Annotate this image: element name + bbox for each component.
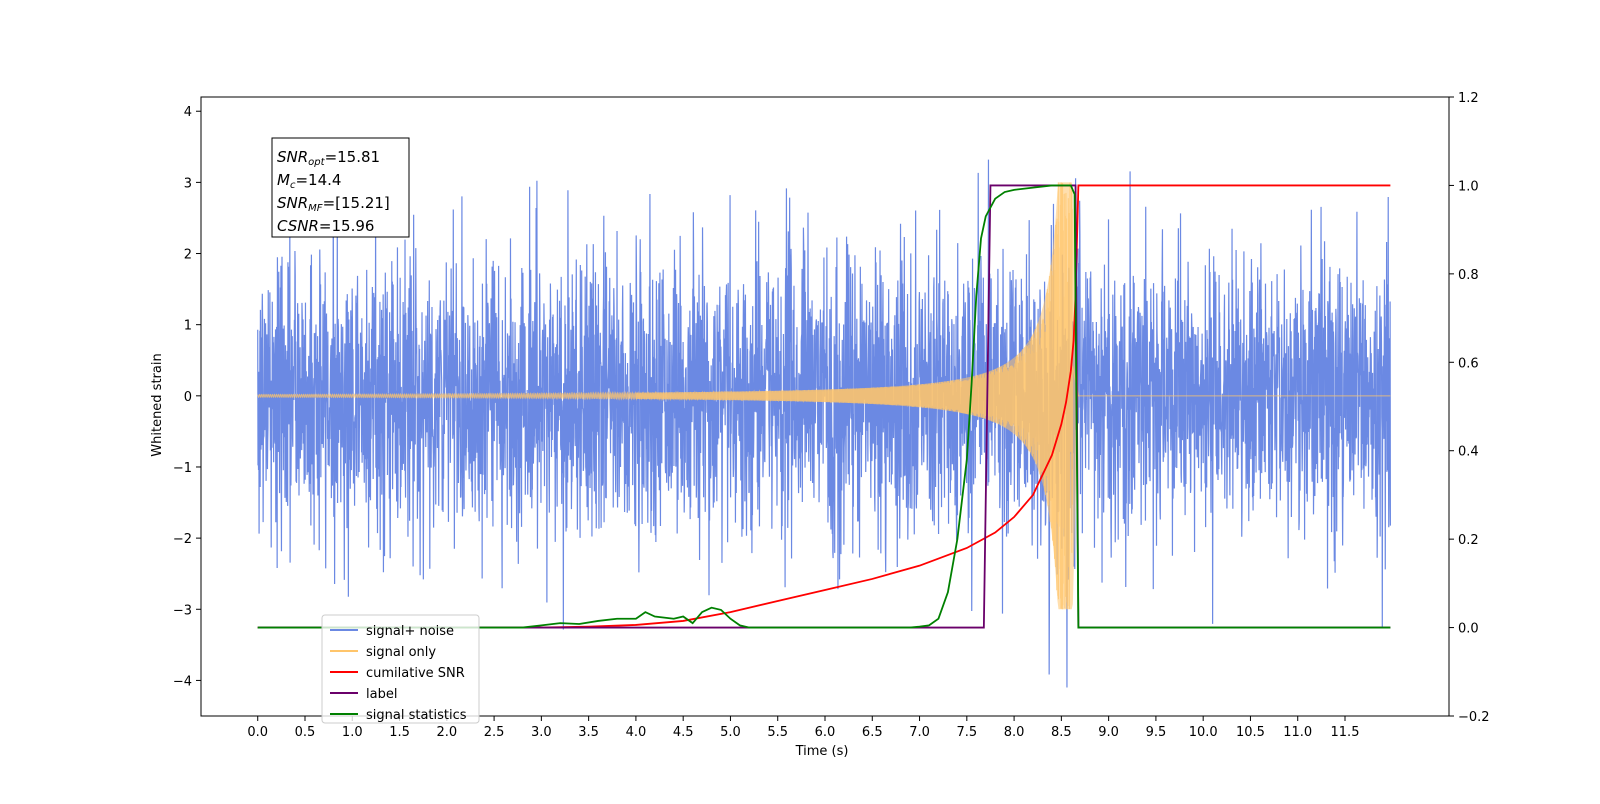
axes: 0.0 0.5 1.0 1.5 2.0 2.5 3.0 3.5 4.0 4.5 5.0 5.5 6.0 6… — [173, 91, 1490, 740]
x-tick-label: 3.0 — [531, 725, 552, 740]
x-tick-label: 6.5 — [862, 725, 883, 740]
legend-entry-label: cumilative SNR — [366, 666, 465, 681]
legend: signal+ noise signal only cumilative SNR la… — [321, 614, 480, 724]
legend-entry-label: signal only — [366, 645, 436, 660]
x-tick-label: 5.5 — [767, 725, 788, 740]
x-tick-label: 9.5 — [1146, 725, 1167, 740]
legend-entry-label: label — [366, 687, 397, 702]
annotation-line: Mc=14.4 — [277, 171, 341, 191]
x-tick-label: 4.5 — [673, 725, 694, 740]
y-tick-label: −4 — [173, 674, 192, 689]
y-tick-label: 0 — [184, 390, 192, 405]
x-tick-label: 7.5 — [956, 725, 977, 740]
x-tick-label: 2.0 — [436, 725, 457, 740]
annotation-line: CSNR=15.96 — [277, 217, 374, 235]
plot-area — [257, 159, 1391, 688]
y2-tick-label: 0.8 — [1458, 268, 1479, 283]
x-tick-label: 11.0 — [1283, 725, 1312, 740]
x-tick-label: 7.0 — [909, 725, 930, 740]
series-cumulative-snr — [257, 184, 1391, 629]
annotation-line: SNRMF=[15.21] — [277, 194, 390, 214]
y2-tick-label: 1.2 — [1458, 91, 1479, 106]
y2-tick-label: 1.0 — [1458, 179, 1479, 194]
x-tick-label: 0.0 — [247, 725, 268, 740]
y-tick-label: −2 — [173, 532, 192, 547]
x-tick-label: 1.5 — [389, 725, 410, 740]
y2-tick-label: 0.0 — [1458, 622, 1479, 637]
x-tick-label: 0.5 — [295, 725, 316, 740]
x-tick-label: 2.5 — [484, 725, 505, 740]
y-tick-label: 3 — [184, 176, 192, 191]
x-tick-label: 10.5 — [1236, 725, 1265, 740]
y-tick-label: 4 — [184, 105, 192, 120]
annotation-box: SNRopt=15.81 Mc=14.4 SNRMF=[15.21] CSNR=15.… — [271, 137, 410, 238]
y-tick-label: −3 — [173, 603, 192, 618]
annotation-line: SNRopt=15.81 — [277, 148, 380, 168]
y2-tick-label: 0.2 — [1458, 533, 1479, 548]
x-axis-label: Time (s) — [795, 744, 849, 759]
x-tick-label: 3.5 — [578, 725, 599, 740]
x-tick-label: 1.0 — [342, 725, 363, 740]
y-tick-label: 2 — [184, 248, 192, 263]
y2-tick-label: 0.6 — [1458, 356, 1479, 371]
x-tick-label: 11.5 — [1331, 725, 1360, 740]
x-tick-label: 8.5 — [1051, 725, 1072, 740]
y-axis-label: Whitened strain — [150, 353, 165, 456]
legend-entry-label: signal+ noise — [366, 624, 454, 639]
x-tick-label: 10.0 — [1189, 725, 1218, 740]
series-signal-statistics — [257, 184, 1391, 629]
y-tick-label: 1 — [184, 319, 192, 334]
y-tick-label: −1 — [173, 461, 192, 476]
y2-tick-label: 0.4 — [1458, 445, 1479, 460]
signal-envelope — [635, 182, 1079, 610]
legend-entry-label: signal statistics — [366, 708, 467, 723]
y2-tick-label: −0.2 — [1458, 710, 1490, 725]
x-tick-label: 9.0 — [1098, 725, 1119, 740]
x-tick-label: 6.0 — [815, 725, 836, 740]
x-tick-label: 5.0 — [720, 725, 741, 740]
x-tick-label: 8.0 — [1004, 725, 1025, 740]
x-tick-label: 4.0 — [626, 725, 647, 740]
